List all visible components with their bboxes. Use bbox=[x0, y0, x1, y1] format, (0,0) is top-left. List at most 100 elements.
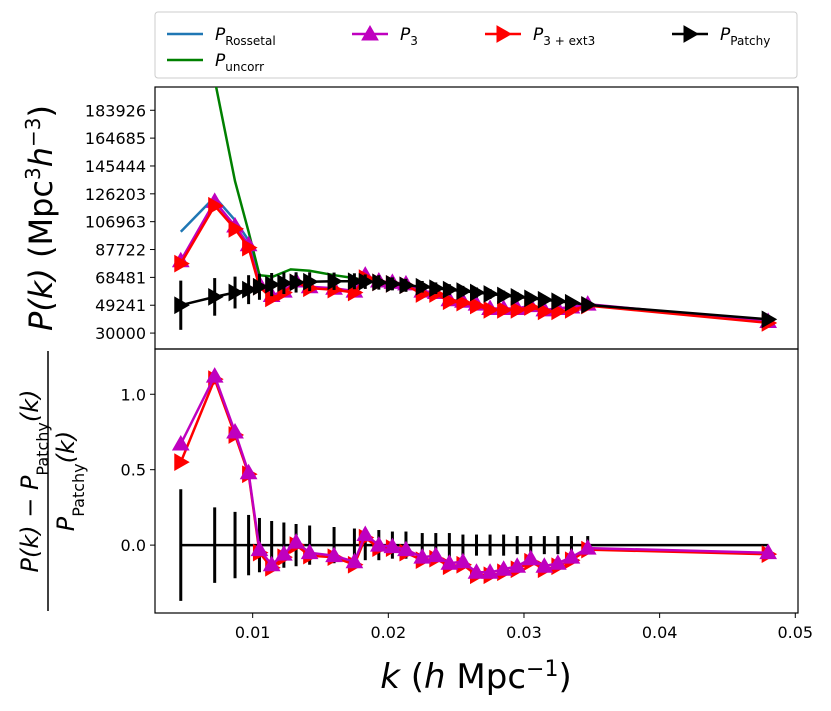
bottom-p-3-ratio-point bbox=[426, 546, 445, 563]
bottom-p-3-ratio-point bbox=[369, 536, 388, 552]
top-y-tick-label: 145444 bbox=[85, 157, 146, 176]
top-y-tick-label: 87722 bbox=[95, 241, 146, 260]
legend-p-uncorr-sub: uncorr bbox=[225, 60, 264, 74]
top-p-patchy-point bbox=[456, 282, 472, 300]
top-p-patchy-point bbox=[524, 289, 540, 308]
bottom-y-den-sub: Patchy bbox=[69, 463, 88, 516]
x-tick-label: 0.01 bbox=[235, 623, 271, 642]
top-y-tick-label: 49241 bbox=[95, 296, 146, 315]
top-y-label-sup1: 3 bbox=[21, 167, 45, 180]
bottom-y-tick-label: 0.0 bbox=[121, 536, 146, 555]
top-p-patchy-point bbox=[415, 277, 432, 296]
legend-frame bbox=[154, 11, 798, 79]
top-p-patchy-point bbox=[289, 273, 306, 292]
bottom-y-axis-numerator: P(k) − PPatchy(k) bbox=[16, 390, 52, 573]
x-tick-label: 0.02 bbox=[371, 623, 407, 642]
bottom-y-num-main: P(k) − P bbox=[16, 475, 44, 572]
x-axis-close: ) bbox=[558, 657, 571, 697]
bottom-p-3-ratio-point bbox=[549, 554, 567, 570]
bottom-p-3-ratio-point bbox=[440, 554, 459, 570]
top-p-patchy-point bbox=[399, 276, 415, 295]
top-p-3-ext3-point bbox=[537, 302, 554, 321]
top-p-patchy-point bbox=[242, 280, 258, 299]
top-p-patchy-point bbox=[265, 275, 281, 294]
top-p-patchy-point bbox=[208, 288, 224, 306]
top-p-patchy-point bbox=[537, 290, 554, 309]
bottom-p-3-ratio-point bbox=[239, 463, 258, 480]
bottom-axes-frame bbox=[154, 348, 799, 614]
bottom-p-3-ratio-point bbox=[454, 552, 472, 569]
legend-p-patchy-sub: Patchy bbox=[730, 34, 770, 48]
legend-p-3-ext3-label: P3 + ext3 bbox=[533, 25, 595, 48]
legend-p-3-ext3-sub: 3 + ext3 bbox=[543, 34, 595, 48]
top-p-patchy-point bbox=[327, 272, 344, 291]
top-p-3-ext3-point bbox=[174, 254, 190, 273]
bottom-p-3-ratio-point bbox=[508, 557, 527, 573]
bottom-p-3-ratio-point bbox=[535, 557, 554, 573]
top-p-3-ext3-point bbox=[208, 196, 224, 215]
legend-p-uncorr-main: P bbox=[215, 51, 226, 71]
legend-p-rosseetal-sub: Rossetal bbox=[225, 34, 275, 48]
bottom-p-3-ratio-point bbox=[262, 555, 281, 572]
top-p-3-ext3-point bbox=[497, 301, 513, 319]
top-p-3-ext3-point bbox=[510, 301, 527, 319]
bottom-p-3-ratio-point bbox=[413, 548, 432, 564]
top-p-3-ext3-point bbox=[442, 292, 459, 311]
bottom-y-num-sub: Patchy bbox=[33, 422, 52, 475]
x-axis-k: k bbox=[380, 657, 401, 697]
x-axis-h: h bbox=[424, 657, 446, 697]
x-axis-unit: Mpc bbox=[446, 657, 526, 697]
bottom-p-3-ratio-point bbox=[578, 539, 597, 555]
legend-p-rosseetal-main: P bbox=[215, 25, 226, 45]
top-p-patchy-point bbox=[442, 280, 459, 299]
top-p-3-ext3-point bbox=[228, 219, 245, 238]
top-p-patchy-point bbox=[564, 293, 581, 312]
bottom-p-3-ratio-point bbox=[325, 546, 343, 563]
top-y-tick-label: 183926 bbox=[85, 101, 146, 120]
bottom-p-3-ratio-point bbox=[383, 537, 402, 554]
x-tick-label: 0.04 bbox=[642, 623, 678, 642]
top-p-patchy-point bbox=[497, 286, 513, 305]
bottom-plot-area bbox=[171, 367, 778, 601]
top-p-patchy-point bbox=[470, 283, 486, 302]
top-p-patchy-point bbox=[761, 310, 778, 329]
top-y-tick-label: 164685 bbox=[85, 129, 146, 148]
x-axis-sup: −1 bbox=[526, 657, 558, 682]
top-p-3-ext3-point bbox=[470, 296, 486, 315]
bottom-p-3-ratio-point bbox=[300, 543, 319, 560]
top-y-label-h: h bbox=[22, 147, 60, 167]
legend-p-uncorr-label: Puncorr bbox=[215, 51, 264, 74]
legend-p-3-main: P bbox=[400, 25, 411, 45]
bottom-p-3-ratio-point bbox=[226, 422, 244, 439]
top-p-patchy-point bbox=[358, 272, 375, 291]
bottom-y-tick-label: 0.5 bbox=[121, 461, 146, 480]
top-p-3-ext3-point bbox=[483, 301, 500, 319]
bottom-p-3-ratio-point bbox=[494, 560, 513, 576]
legend bbox=[154, 11, 798, 79]
top-p-patchy-point bbox=[347, 272, 364, 291]
top-y-label-sup2: −3 bbox=[21, 118, 45, 147]
top-plot-area bbox=[171, 87, 778, 332]
top-p-patchy-point bbox=[483, 285, 500, 303]
bottom-p-3-ratio-point bbox=[481, 563, 499, 579]
legend-p-patchy-marker bbox=[683, 25, 700, 43]
top-p-patchy-point bbox=[228, 283, 245, 302]
legend-p-patchy-main: P bbox=[720, 25, 731, 45]
bottom-y-axis-title: P(k) − PPatchy(k) PPatchy(k) bbox=[16, 351, 88, 611]
top-p-patchy-point bbox=[429, 279, 445, 298]
ticks-group: 30000 49241 68481 87722 106963 126203 145444 16… bbox=[85, 101, 813, 642]
legend-p-rosseetal-label: PRossetal bbox=[215, 25, 276, 48]
top-y-axis-title: P(k) (Mpc3h−3) bbox=[21, 105, 60, 331]
legend-p-3-ext3-marker bbox=[496, 25, 513, 43]
legend-p-3-sub: 3 bbox=[410, 34, 418, 48]
top-y-tick-label: 126203 bbox=[85, 185, 146, 204]
legend-p-3-ext3-main: P bbox=[533, 25, 544, 45]
x-axis-open: ( bbox=[400, 657, 424, 697]
bottom-y-den-main: P bbox=[52, 516, 80, 531]
legend-p-3-label: P3 bbox=[400, 25, 418, 48]
top-p-patchy-point bbox=[303, 272, 319, 291]
bottom-p-3-ratio-point bbox=[205, 367, 224, 383]
top-p-patchy-point bbox=[551, 292, 567, 311]
bottom-p-3-ratio-point bbox=[467, 563, 486, 579]
